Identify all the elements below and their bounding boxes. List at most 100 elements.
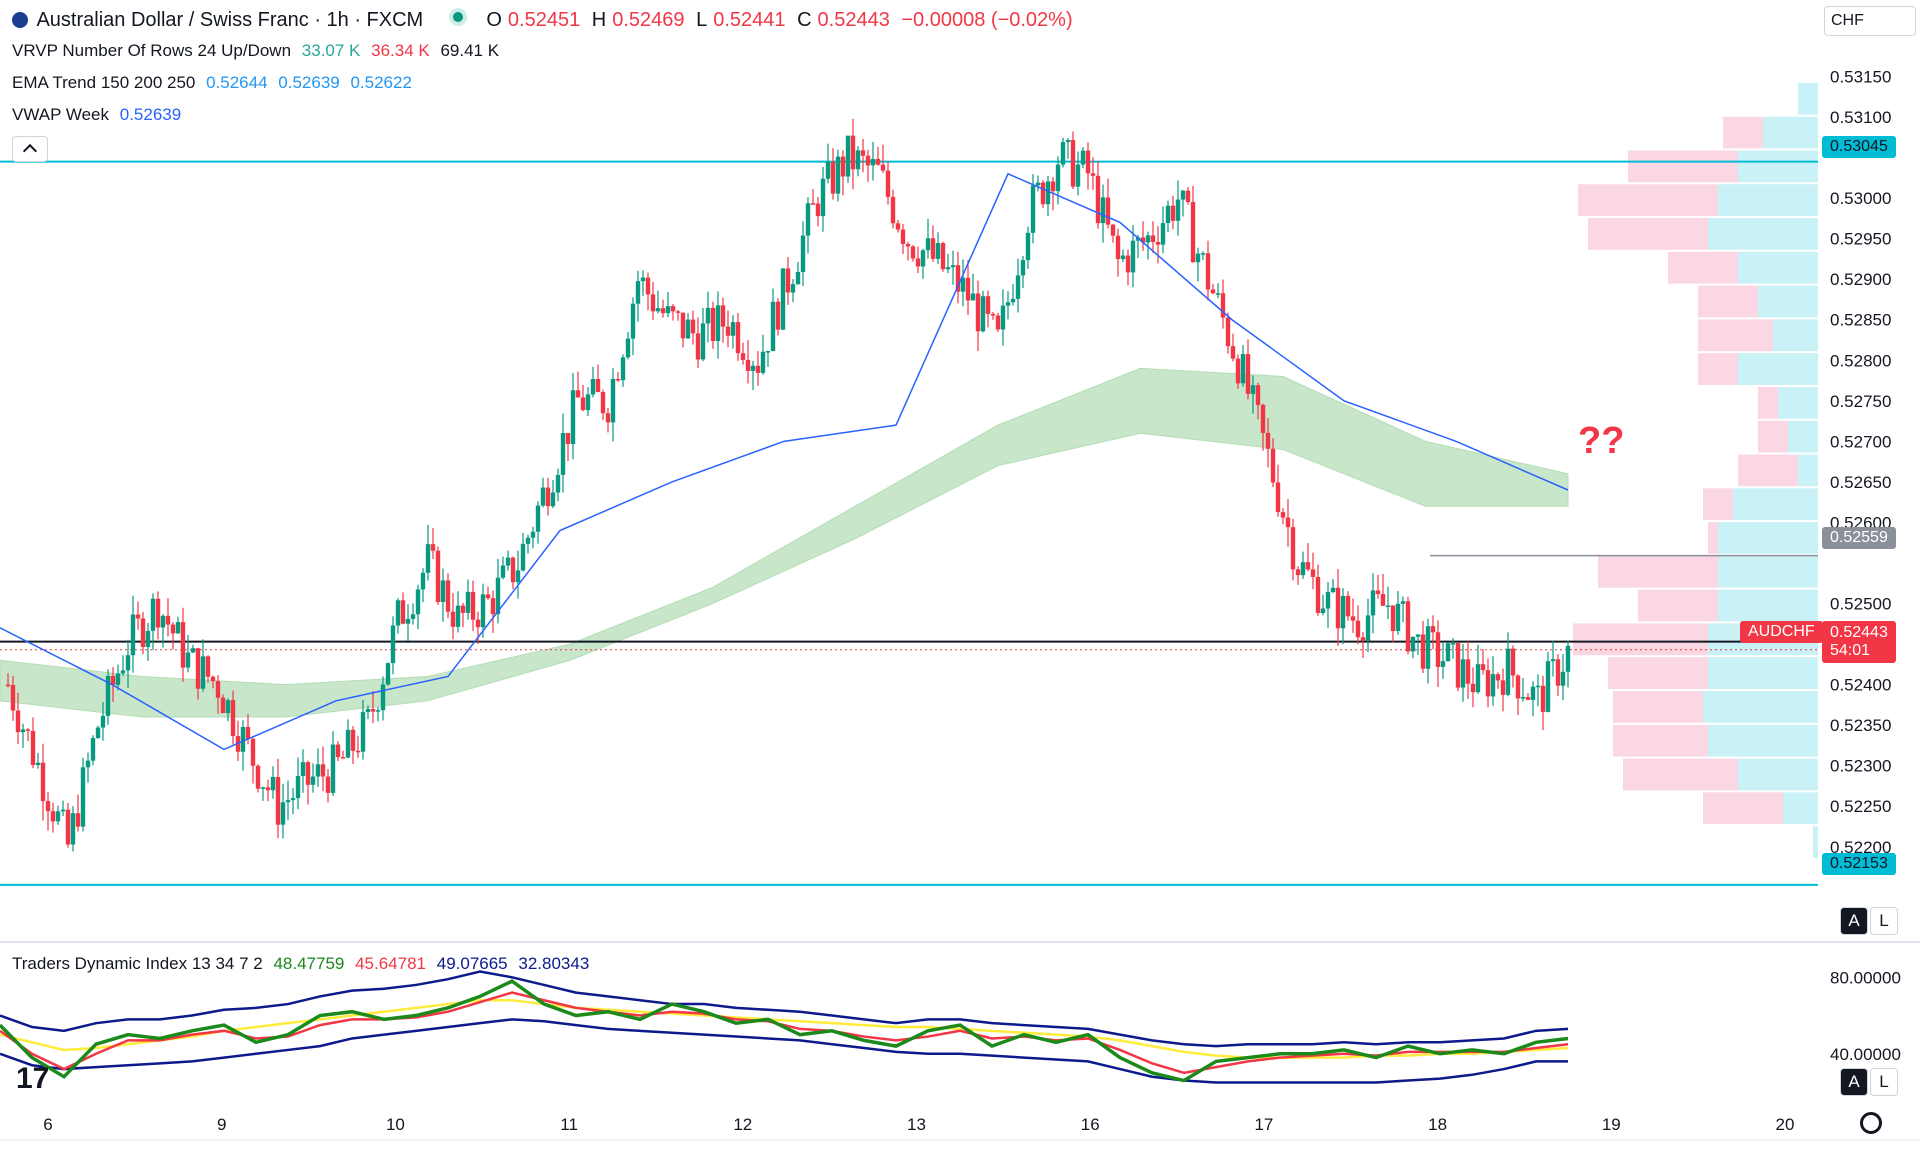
candle-body <box>160 615 166 628</box>
tdi-value-4: 32.80343 <box>518 954 590 973</box>
candle-body <box>1070 139 1076 187</box>
candle-body <box>485 594 491 599</box>
gear-icon[interactable] <box>1860 1112 1882 1134</box>
candle-body <box>940 243 946 270</box>
candle-body <box>695 333 701 360</box>
candle-body <box>110 675 116 685</box>
candle-body <box>555 474 561 493</box>
candle-body <box>520 543 526 571</box>
candle-body <box>1240 354 1246 384</box>
candle-body <box>175 622 181 634</box>
auto-scale-button[interactable]: A <box>1840 907 1868 935</box>
candle-body <box>350 729 356 751</box>
candle-body <box>1125 255 1131 273</box>
vrvp-down-value: 36.34 K <box>371 41 430 60</box>
candle-body <box>1565 645 1571 672</box>
y-tick-label: 0.52950 <box>1830 230 1891 249</box>
candle-body <box>440 580 446 603</box>
x-tick-label: 11 <box>560 1115 578 1134</box>
x-tick-label: 10 <box>386 1115 405 1134</box>
candle-body <box>1215 293 1221 295</box>
candle-body <box>1130 240 1136 273</box>
vrvp-label: VRVP Number Of Rows 24 Up/Down <box>12 41 292 60</box>
ema-legend[interactable]: EMA Trend 150 200 250 0.52644 0.52639 0.… <box>12 72 418 94</box>
candle-body <box>365 709 371 713</box>
candle-body <box>1220 293 1226 318</box>
ohlc-close: C 0.52443 <box>797 9 890 31</box>
collapse-legend-button[interactable] <box>12 136 48 162</box>
candle-body <box>45 801 51 812</box>
candle-body <box>140 618 146 647</box>
candle-body <box>1375 590 1381 594</box>
vrvp-legend[interactable]: VRVP Number Of Rows 24 Up/Down 33.07 K 3… <box>12 40 505 62</box>
candle-body <box>375 710 381 712</box>
candle-body <box>1530 686 1536 700</box>
candle-body <box>465 591 471 613</box>
candle-body <box>920 250 926 267</box>
tdi-legend[interactable]: Traders Dynamic Index 13 34 7 2 48.47759… <box>12 953 595 975</box>
auto-scale-button-tdi[interactable]: A <box>1840 1068 1868 1096</box>
volume-profile-up-bar <box>1718 522 1818 554</box>
candle-body <box>425 544 431 573</box>
candle-body <box>1095 175 1101 224</box>
y-tick-label: 0.53100 <box>1830 108 1891 127</box>
candle-body <box>1205 253 1211 290</box>
candle-body <box>190 648 196 653</box>
candle-body <box>60 809 66 812</box>
candle-body <box>250 738 256 766</box>
symbol-title[interactable]: Australian Dollar / Swiss Franc · 1h · F… <box>36 9 424 31</box>
candle-body <box>435 550 441 603</box>
candle-body <box>645 277 651 295</box>
candle-body <box>450 611 456 627</box>
candle-body <box>1055 164 1061 192</box>
volume-profile-up-bar <box>1758 285 1818 318</box>
candle-body <box>640 277 646 282</box>
current-price-value: 0.52443 <box>1830 624 1888 641</box>
candle-body <box>35 762 41 766</box>
candle-body <box>1020 260 1026 276</box>
candle-body <box>1280 512 1286 518</box>
vwap-legend[interactable]: VWAP Week 0.52639 <box>12 104 187 126</box>
candle-body <box>1435 632 1441 667</box>
candle-body <box>1320 608 1326 613</box>
volume-profile-down-bar <box>1698 353 1738 385</box>
candle-body <box>245 727 251 739</box>
log-scale-button-tdi[interactable]: L <box>1870 1068 1898 1096</box>
candle-body <box>625 338 631 358</box>
candle-body <box>1105 197 1111 225</box>
vwap-value: 0.52639 <box>119 105 182 124</box>
candle-body <box>215 681 221 698</box>
vwap-label: VWAP Week <box>12 105 109 124</box>
market-status-icon <box>448 8 467 26</box>
candle-body <box>865 155 871 166</box>
candle-body <box>805 203 811 236</box>
currency-selector[interactable]: CHF <box>1824 6 1916 36</box>
y-tick-label: 0.52250 <box>1830 797 1891 816</box>
lower-line-price-tag: 0.52153 <box>1822 853 1896 875</box>
volume-profile-up-bar <box>1708 724 1818 757</box>
volume-profile-down-bar <box>1623 758 1738 791</box>
candle-body <box>660 308 666 314</box>
candle-body <box>870 158 876 166</box>
candle-body <box>910 246 916 259</box>
candle-body <box>85 760 91 768</box>
candle-body <box>415 589 421 615</box>
candle-body <box>755 365 761 373</box>
volume-profile-up-bar <box>1738 251 1818 284</box>
log-scale-button[interactable]: L <box>1870 907 1898 935</box>
candle-body <box>155 598 161 628</box>
candle-body <box>1310 569 1316 577</box>
candle-body <box>545 487 551 507</box>
chart-annotation[interactable]: ?? <box>1578 420 1625 462</box>
candle-body <box>305 762 311 785</box>
volume-profile <box>1573 82 1818 858</box>
candle-body <box>1160 223 1166 245</box>
candle-body <box>1270 448 1276 483</box>
volume-profile-down-bar <box>1638 589 1718 622</box>
candle-body <box>540 487 546 506</box>
candle-body <box>1260 404 1266 433</box>
y-tick-label: 0.52300 <box>1830 757 1891 776</box>
y-tick-label: 0.52700 <box>1830 432 1891 451</box>
candle-body <box>405 618 411 624</box>
